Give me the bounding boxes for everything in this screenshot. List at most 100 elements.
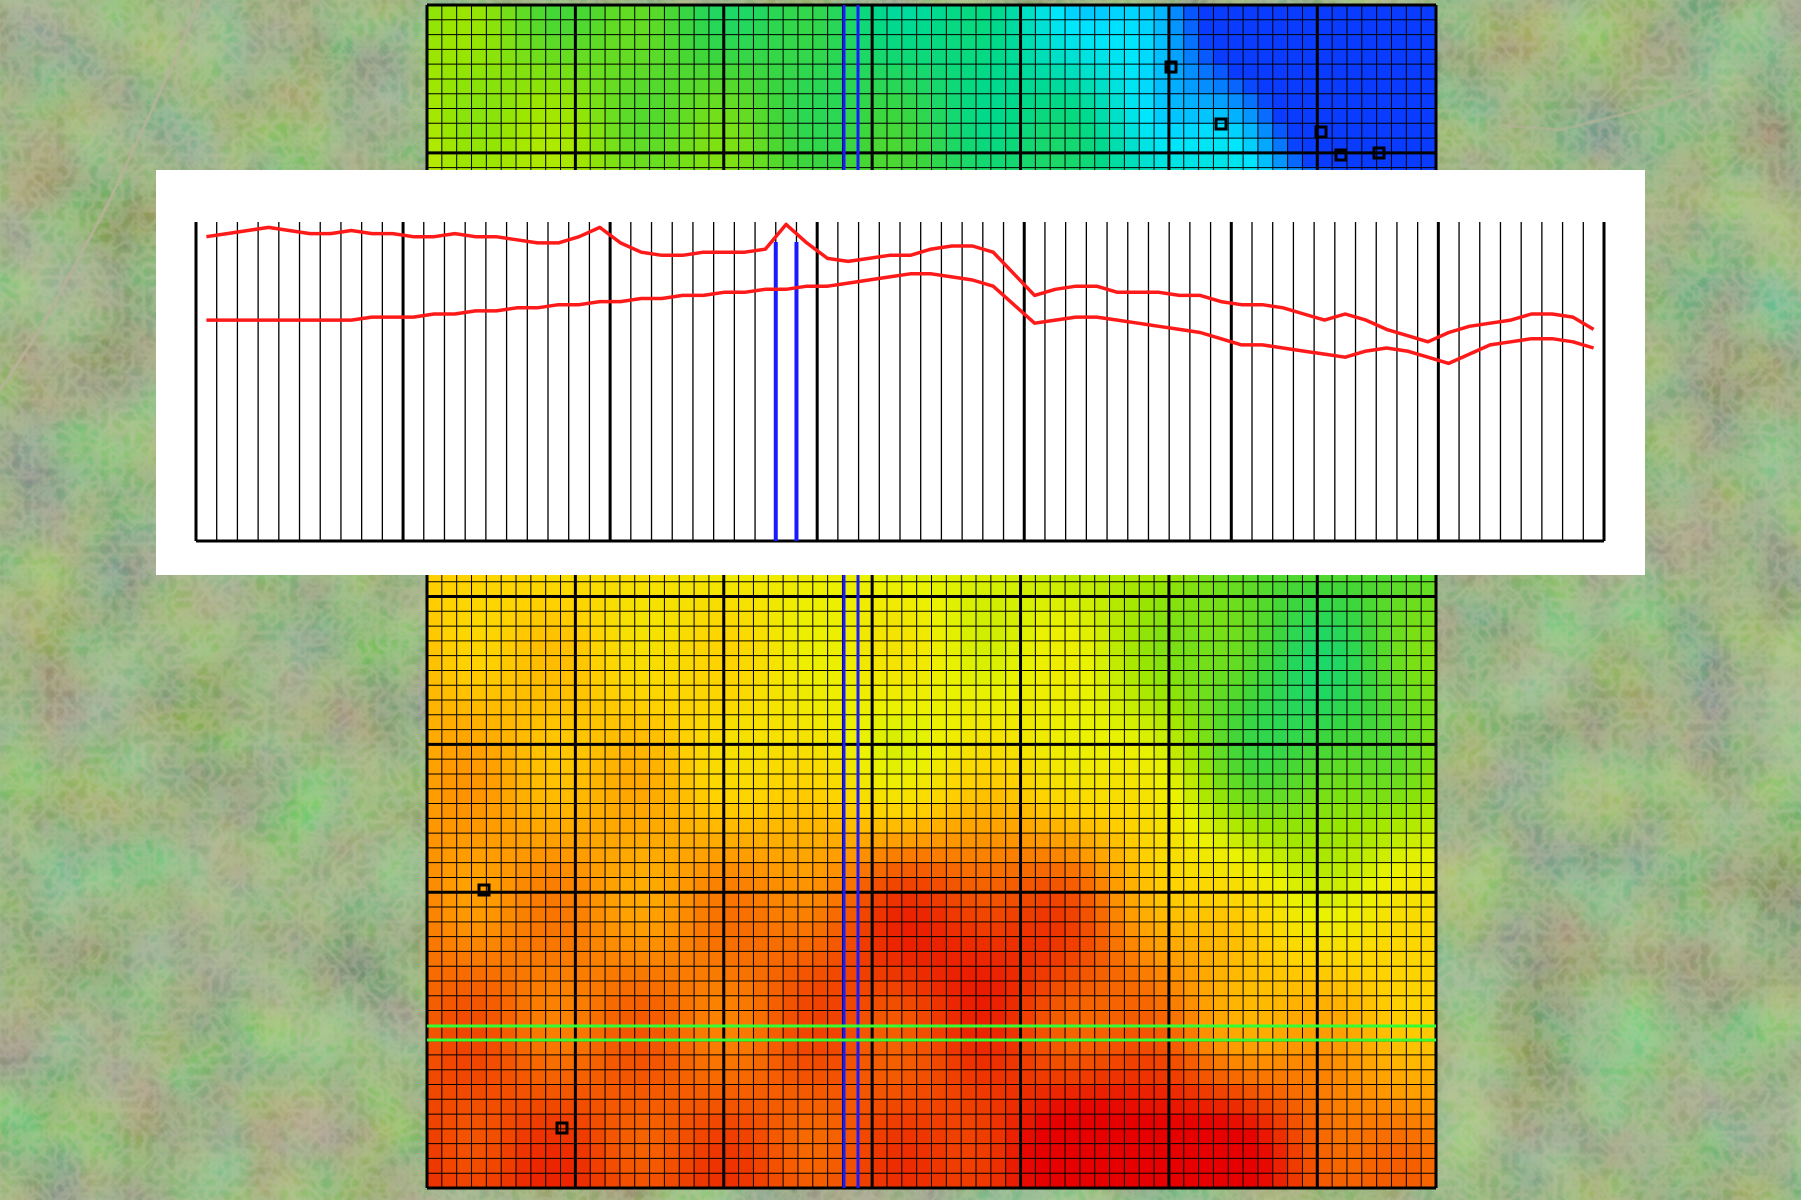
grid-cell xyxy=(931,640,947,657)
grid-cell xyxy=(1228,966,1244,982)
grid-cell xyxy=(441,1040,458,1056)
grid-cell xyxy=(1317,626,1333,642)
grid-cell xyxy=(516,759,532,775)
grid-cell xyxy=(857,581,873,598)
grid-cell xyxy=(1094,49,1111,65)
grid-cell xyxy=(649,1040,666,1056)
grid-cell xyxy=(1005,877,1022,893)
grid-cell xyxy=(1154,670,1170,686)
grid-cell xyxy=(1109,847,1125,864)
grid-cell xyxy=(842,1025,858,1041)
grid-cell xyxy=(1406,1025,1422,1041)
grid-cell xyxy=(990,788,1007,805)
grid-cell xyxy=(471,64,487,80)
grid-cell xyxy=(768,1084,784,1100)
grid-cell xyxy=(783,655,799,672)
grid-cell xyxy=(723,877,740,893)
grid-cell xyxy=(501,847,517,864)
grid-cell xyxy=(797,1025,814,1041)
grid-cell xyxy=(619,744,636,760)
grid-cell xyxy=(1346,980,1363,997)
grid-cell xyxy=(575,152,591,169)
grid-cell xyxy=(1109,788,1125,805)
grid-cell xyxy=(1198,862,1215,879)
grid-cell xyxy=(649,5,666,21)
grid-cell xyxy=(486,833,502,849)
grid-cell xyxy=(783,19,799,36)
grid-cell xyxy=(946,980,962,997)
grid-cell xyxy=(768,49,784,65)
grid-cell xyxy=(1213,729,1229,745)
grid-cell xyxy=(1376,729,1393,745)
grid-cell xyxy=(1035,19,1051,36)
grid-cell xyxy=(768,1010,784,1026)
grid-cell xyxy=(768,936,784,952)
grid-cell xyxy=(946,744,962,760)
grid-cell xyxy=(1272,759,1289,775)
grid-cell xyxy=(1346,64,1363,80)
grid-cell xyxy=(1168,744,1185,760)
grid-cell xyxy=(1094,788,1111,805)
grid-cell xyxy=(1124,907,1140,923)
grid-cell xyxy=(1154,108,1170,124)
grid-cell xyxy=(1035,921,1051,938)
grid-cell xyxy=(1406,64,1422,80)
grid-cell xyxy=(456,877,473,893)
grid-cell xyxy=(1094,596,1111,612)
grid-cell xyxy=(857,995,873,1012)
grid-cell xyxy=(1228,670,1244,686)
grid-cell xyxy=(1183,995,1200,1012)
grid-cell xyxy=(946,966,962,982)
grid-cell xyxy=(1154,803,1170,819)
grid-cell xyxy=(605,877,621,893)
grid-cell xyxy=(516,847,532,864)
grid-cell xyxy=(1376,788,1393,805)
grid-cell xyxy=(516,152,532,169)
grid-cell xyxy=(1406,34,1422,50)
grid-cell xyxy=(545,640,562,657)
grid-cell xyxy=(842,847,858,864)
grid-cell xyxy=(427,93,443,110)
grid-cell xyxy=(1139,907,1155,923)
grid-cell xyxy=(634,862,651,879)
grid-cell xyxy=(619,833,636,849)
grid-cell xyxy=(694,700,710,716)
grid-cell xyxy=(1079,833,1096,849)
grid-cell xyxy=(827,1040,844,1056)
grid-cell xyxy=(619,640,636,657)
grid-cell xyxy=(679,78,695,95)
grid-cell xyxy=(501,626,517,642)
grid-cell xyxy=(560,64,576,80)
grid-cell xyxy=(530,1054,547,1071)
grid-cell xyxy=(619,936,636,952)
grid-cell xyxy=(1213,685,1229,701)
grid-cell xyxy=(1183,596,1200,612)
grid-cell xyxy=(530,700,547,716)
grid-cell xyxy=(1079,138,1096,154)
grid-cell xyxy=(664,833,680,849)
grid-cell xyxy=(634,626,651,642)
grid-cell xyxy=(1035,138,1051,154)
grid-cell xyxy=(738,966,755,982)
grid-cell xyxy=(1035,773,1051,790)
grid-cell xyxy=(783,596,799,612)
grid-cell xyxy=(545,670,562,686)
grid-cell xyxy=(1124,773,1140,790)
grid-cell xyxy=(1406,921,1422,938)
grid-cell xyxy=(1272,833,1289,849)
grid-cell xyxy=(545,108,562,124)
grid-cell xyxy=(1005,907,1022,923)
grid-cell xyxy=(827,951,844,967)
grid-cell xyxy=(916,64,933,80)
grid-cell xyxy=(783,744,799,760)
grid-cell xyxy=(441,714,458,731)
grid-cell xyxy=(605,862,621,879)
grid-cell xyxy=(1243,907,1259,923)
grid-cell xyxy=(545,1084,562,1100)
grid-cell xyxy=(456,138,473,154)
grid-cell xyxy=(738,49,755,65)
grid-cell xyxy=(842,1040,858,1056)
grid-cell xyxy=(1139,980,1155,997)
grid-cell xyxy=(1213,877,1229,893)
